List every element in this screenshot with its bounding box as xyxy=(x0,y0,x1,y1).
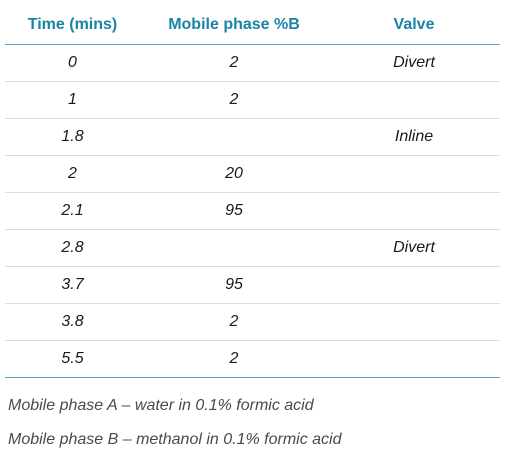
cell-percent-b: 95 xyxy=(140,192,328,230)
cell-valve xyxy=(328,155,500,193)
gradient-table: Time (mins) Mobile phase %B Valve 0 2 Di… xyxy=(5,6,500,378)
cell-percent-b: 2 xyxy=(140,81,328,119)
table-row: 0 2 Divert xyxy=(5,44,500,82)
cell-time: 3.8 xyxy=(5,303,140,341)
table-row: 5.5 2 xyxy=(5,340,500,378)
cell-valve: Divert xyxy=(328,44,500,82)
note-mobile-phase-b: Mobile phase B – methanol in 0.1% formic… xyxy=(8,431,342,448)
cell-time: 2 xyxy=(5,155,140,193)
header-time: Time (mins) xyxy=(5,6,140,45)
cell-time: 1 xyxy=(5,81,140,119)
cell-valve: Inline xyxy=(328,118,500,156)
cell-percent-b: 20 xyxy=(140,155,328,193)
cell-valve xyxy=(328,340,500,378)
cell-percent-b xyxy=(140,118,328,156)
table-notes: Mobile phase A – water in 0.1% formic ac… xyxy=(8,394,342,462)
cell-time: 2.8 xyxy=(5,229,140,267)
cell-time: 3.7 xyxy=(5,266,140,304)
table-header-row: Time (mins) Mobile phase %B Valve xyxy=(5,6,500,45)
cell-time: 5.5 xyxy=(5,340,140,378)
table-row: 2.1 95 xyxy=(5,192,500,230)
cell-time: 2.1 xyxy=(5,192,140,230)
cell-percent-b: 2 xyxy=(140,340,328,378)
cell-valve xyxy=(328,192,500,230)
table-row: 2 20 xyxy=(5,155,500,193)
table-row: 2.8 Divert xyxy=(5,229,500,267)
table-row: 1.8 Inline xyxy=(5,118,500,156)
table-row: 3.7 95 xyxy=(5,266,500,304)
cell-time: 1.8 xyxy=(5,118,140,156)
note-mobile-phase-a: Mobile phase A – water in 0.1% formic ac… xyxy=(8,397,314,414)
cell-percent-b: 95 xyxy=(140,266,328,304)
cell-valve xyxy=(328,81,500,119)
cell-percent-b: 2 xyxy=(140,303,328,341)
table-row: 3.8 2 xyxy=(5,303,500,341)
cell-valve: Divert xyxy=(328,229,500,267)
cell-valve xyxy=(328,266,500,304)
header-mobile-phase-b: Mobile phase %B xyxy=(140,6,328,45)
cell-valve xyxy=(328,303,500,341)
header-valve: Valve xyxy=(328,6,500,45)
cell-percent-b: 2 xyxy=(140,44,328,82)
cell-time: 0 xyxy=(5,44,140,82)
table-row: 1 2 xyxy=(5,81,500,119)
cell-percent-b xyxy=(140,229,328,267)
